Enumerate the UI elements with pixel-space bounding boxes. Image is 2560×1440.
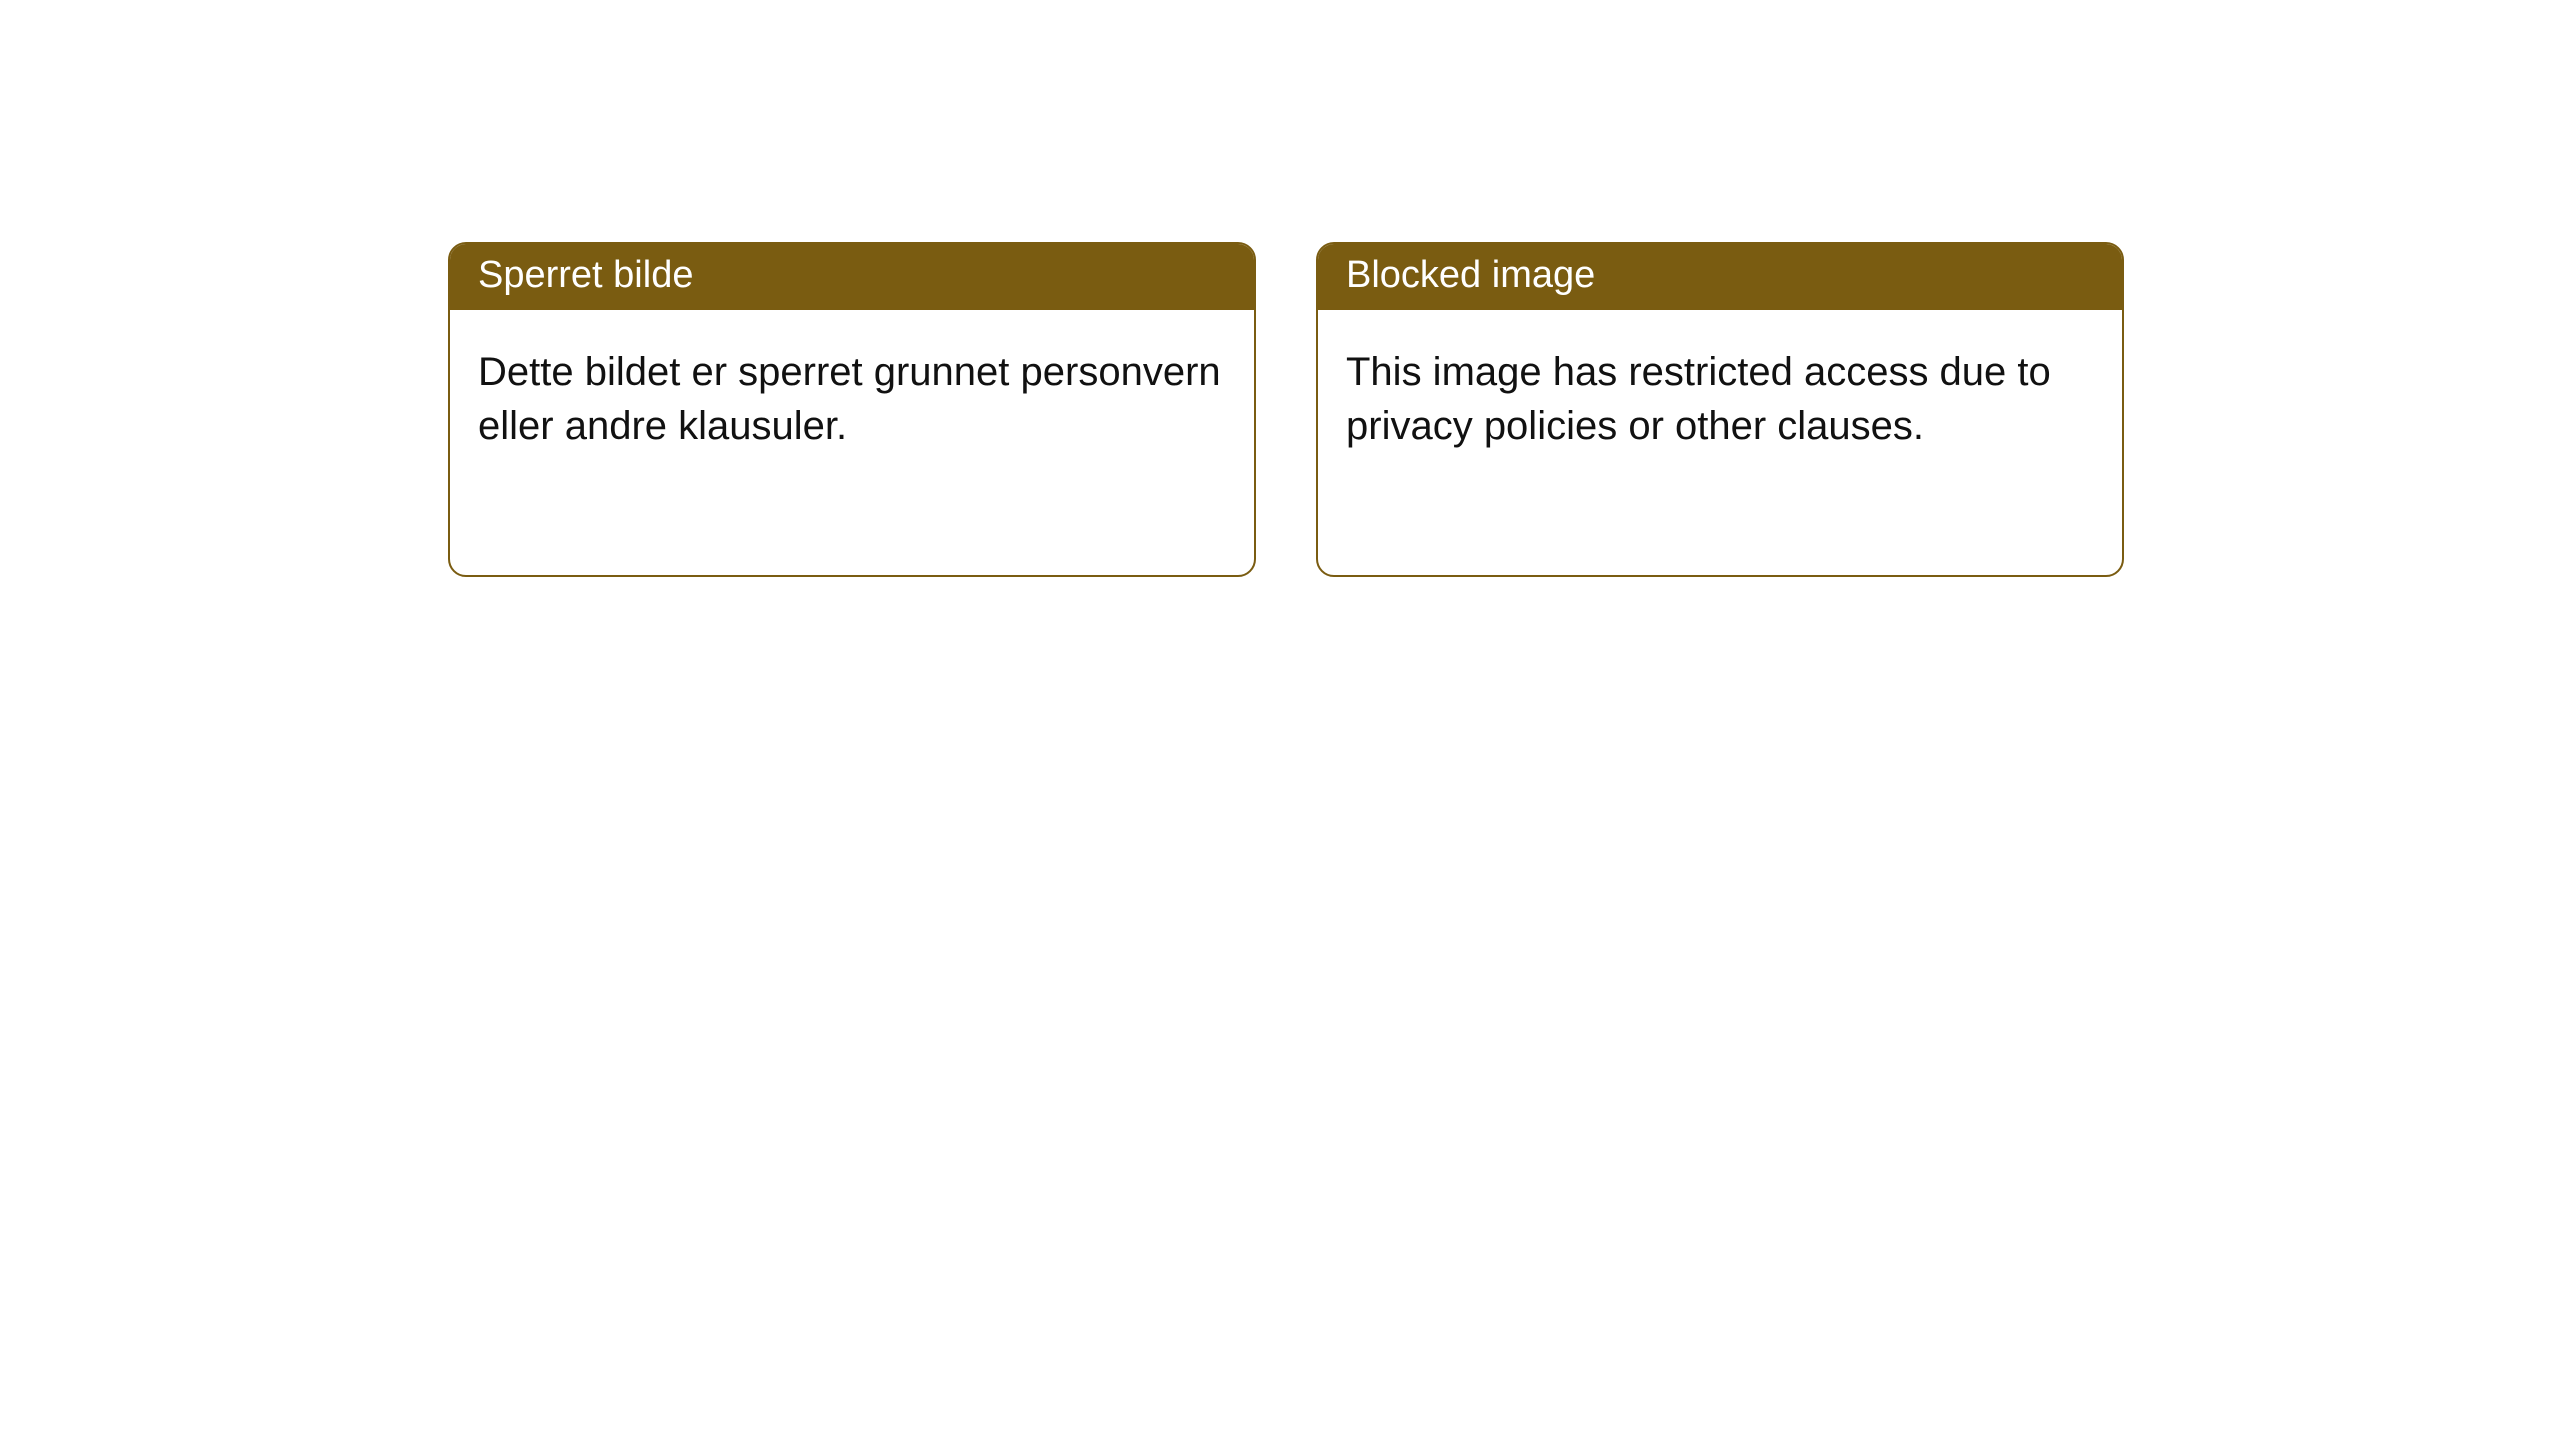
notice-card-english: Blocked image This image has restricted … bbox=[1316, 242, 2124, 577]
notice-cards-container: Sperret bilde Dette bildet er sperret gr… bbox=[0, 0, 2560, 577]
notice-card-norwegian: Sperret bilde Dette bildet er sperret gr… bbox=[448, 242, 1256, 577]
notice-body-norwegian: Dette bildet er sperret grunnet personve… bbox=[450, 310, 1254, 488]
notice-header-english: Blocked image bbox=[1318, 244, 2122, 310]
notice-body-english: This image has restricted access due to … bbox=[1318, 310, 2122, 488]
notice-header-norwegian: Sperret bilde bbox=[450, 244, 1254, 310]
